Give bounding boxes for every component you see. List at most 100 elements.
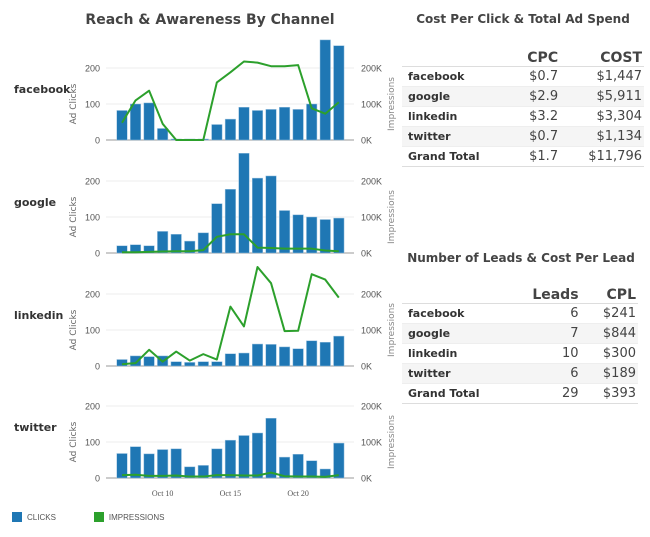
total-cpl: $393 bbox=[580, 383, 638, 404]
total-label: Grand Total bbox=[402, 146, 510, 167]
bar-clicks bbox=[265, 175, 277, 254]
row-label: linkedin bbox=[402, 343, 514, 364]
header-cost: COST bbox=[560, 48, 644, 67]
bar-clicks bbox=[265, 417, 277, 479]
bar-clicks bbox=[143, 245, 155, 254]
bar-clicks bbox=[224, 118, 236, 141]
bar-clicks bbox=[292, 214, 304, 254]
y-axis-title: Ad Clicks bbox=[69, 196, 79, 237]
header-cpl: CPL bbox=[580, 285, 638, 304]
bar-clicks bbox=[238, 153, 250, 254]
row-label: google bbox=[402, 323, 514, 344]
row-cpc: $0.7 bbox=[509, 66, 561, 87]
row-leads: 10 bbox=[513, 343, 581, 364]
bar-clicks bbox=[306, 340, 318, 367]
total-cost: $11,796 bbox=[560, 146, 644, 167]
row-cpl: $189 bbox=[580, 363, 638, 384]
row-cpc: $0.7 bbox=[509, 126, 561, 147]
bar-clicks bbox=[279, 210, 291, 254]
total-cpc: $1.7 bbox=[509, 146, 561, 167]
legend-label-impressions: IMPRESSIONS bbox=[108, 512, 165, 522]
bar-clicks bbox=[130, 355, 142, 367]
header-leads: Leads bbox=[513, 285, 581, 304]
bar-clicks bbox=[143, 102, 155, 141]
row-label: twitter bbox=[402, 363, 514, 384]
cpc-table-header: CPC COST bbox=[402, 48, 644, 67]
bar-clicks bbox=[252, 343, 263, 367]
channel-label: linkedin bbox=[14, 309, 63, 322]
x-tick-label: Oct 15 bbox=[220, 489, 242, 498]
y2-tick-label: 0K bbox=[361, 249, 372, 259]
bar-clicks bbox=[252, 177, 263, 254]
chart-title: Reach & Awareness By Channel bbox=[85, 12, 335, 28]
bar-clicks bbox=[170, 361, 182, 367]
row-cost: $1,447 bbox=[560, 66, 644, 87]
y2-tick-label: 200K bbox=[361, 290, 382, 300]
y-axis-title: Ad Clicks bbox=[69, 83, 79, 124]
table-row: facebook 6 $241 bbox=[402, 303, 638, 324]
leads-table-title: Number of Leads & Cost Per Lead bbox=[407, 251, 635, 265]
bar-clicks bbox=[184, 240, 196, 254]
table-row: twitter $0.7 $1,134 bbox=[402, 126, 644, 147]
bar-clicks bbox=[306, 460, 318, 479]
legend-swatch-clicks bbox=[12, 512, 22, 522]
bar-clicks bbox=[333, 217, 345, 254]
y-tick-label: 100 bbox=[85, 213, 100, 223]
y-tick-label: 200 bbox=[85, 402, 100, 412]
row-cpl: $844 bbox=[580, 323, 638, 344]
bar-clicks bbox=[197, 361, 209, 367]
row-cpc: $3.2 bbox=[509, 106, 561, 127]
total-label: Grand Total bbox=[402, 383, 514, 404]
bar-clicks bbox=[170, 234, 182, 254]
bar-clicks bbox=[224, 353, 236, 367]
y-tick-label: 0 bbox=[95, 136, 100, 146]
bar-clicks bbox=[238, 435, 250, 479]
bar-clicks bbox=[333, 335, 345, 367]
row-label: google bbox=[402, 86, 510, 107]
bar-clicks bbox=[157, 231, 169, 254]
bar-clicks bbox=[279, 346, 291, 367]
bar-clicks bbox=[319, 219, 331, 254]
cpc-table-title: Cost Per Click & Total Ad Spend bbox=[416, 12, 630, 26]
table-row: google $2.9 $5,911 bbox=[402, 86, 644, 107]
y-tick-label: 100 bbox=[85, 326, 100, 336]
legend-label-clicks: CLICKS bbox=[27, 512, 56, 522]
header-cpc: CPC bbox=[509, 48, 561, 67]
row-label: facebook bbox=[402, 303, 514, 324]
bar-clicks bbox=[252, 110, 263, 141]
bar-clicks bbox=[265, 109, 277, 141]
y2-axis-title: Impressions bbox=[387, 303, 397, 357]
y-axis-title: Ad Clicks bbox=[69, 421, 79, 462]
channel-label: facebook bbox=[14, 83, 71, 96]
y2-tick-label: 100K bbox=[361, 213, 382, 223]
table-total-row: Grand Total 29 $393 bbox=[402, 383, 638, 404]
bar-clicks bbox=[211, 203, 223, 254]
y2-axis-title: Impressions bbox=[387, 415, 397, 469]
legend-item-clicks[interactable]: CLICKS bbox=[12, 512, 56, 522]
bar-clicks bbox=[306, 216, 318, 254]
row-label: twitter bbox=[402, 126, 510, 147]
y2-tick-label: 0K bbox=[361, 474, 372, 484]
x-tick-label: Oct 10 bbox=[152, 489, 174, 498]
leads-table-header: Leads CPL bbox=[402, 285, 638, 304]
y-axis-title: Ad Clicks bbox=[69, 309, 79, 350]
y-tick-label: 100 bbox=[85, 100, 100, 110]
bar-clicks bbox=[224, 439, 236, 479]
bar-clicks bbox=[252, 432, 263, 479]
bar-clicks bbox=[184, 362, 196, 367]
table-row: google 7 $844 bbox=[402, 323, 638, 344]
bar-clicks bbox=[306, 103, 318, 141]
bar-clicks bbox=[143, 453, 155, 479]
bar-clicks bbox=[333, 45, 345, 141]
bar-clicks bbox=[292, 109, 304, 141]
y2-tick-label: 200K bbox=[361, 177, 382, 187]
y2-tick-label: 200K bbox=[361, 64, 382, 74]
header-blank bbox=[402, 285, 514, 304]
y-tick-label: 200 bbox=[85, 290, 100, 300]
table-total-row: Grand Total $1.7 $11,796 bbox=[402, 146, 644, 167]
legend-item-impressions[interactable]: IMPRESSIONS bbox=[93, 512, 165, 522]
channel-label: google bbox=[14, 196, 56, 209]
bar-clicks bbox=[197, 465, 209, 479]
bar-clicks bbox=[130, 103, 142, 141]
row-cpl: $300 bbox=[580, 343, 638, 364]
